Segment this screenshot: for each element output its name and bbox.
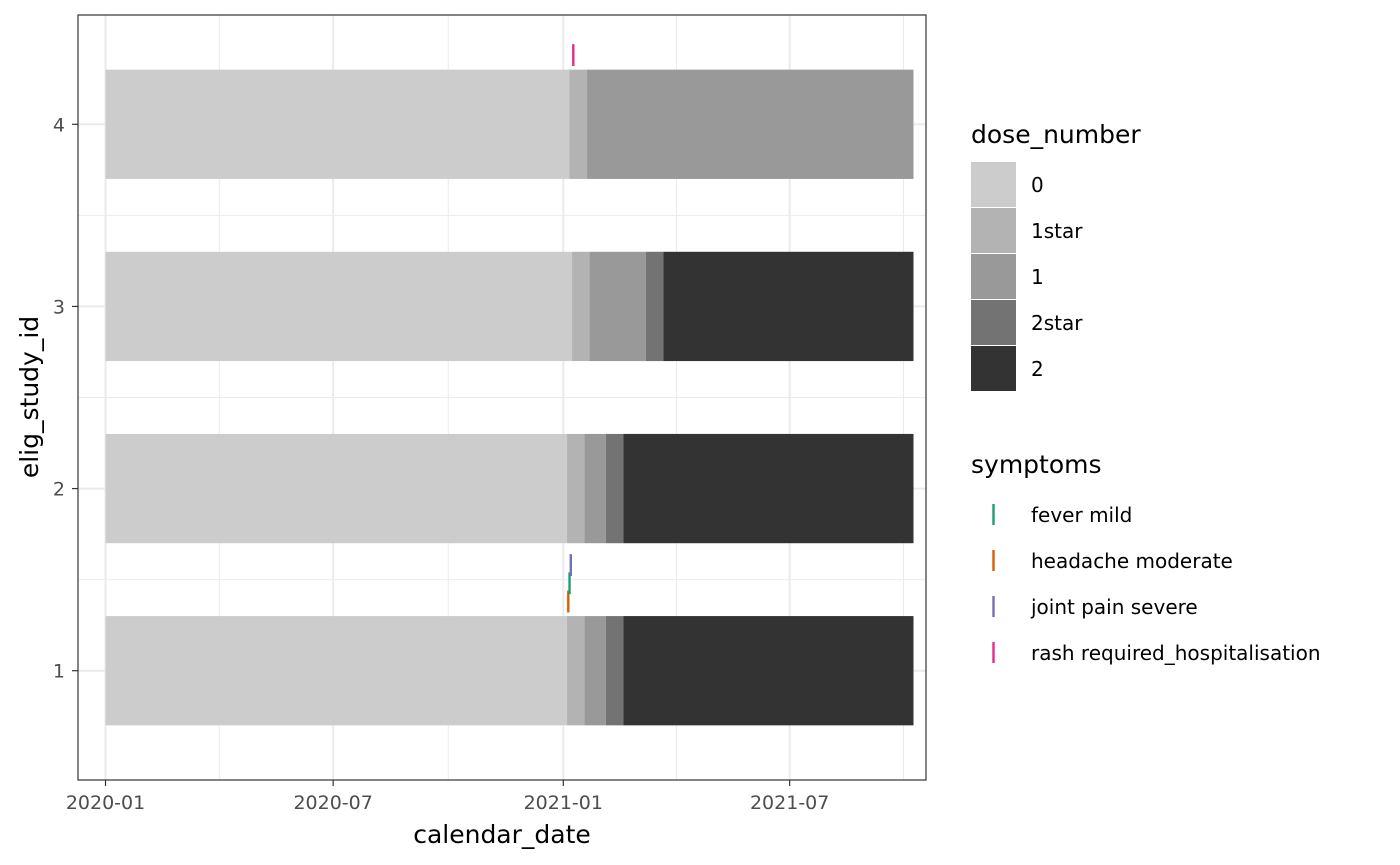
dose-bar-segment xyxy=(105,433,568,544)
symptom-legend-label: fever mild xyxy=(1031,503,1132,527)
dose-legend-label: 1star xyxy=(1031,219,1083,243)
dose-legend-key xyxy=(971,346,1016,391)
symptoms-legend-title: symptoms xyxy=(971,450,1102,479)
dose-bar-segment xyxy=(587,69,914,179)
symptom-legend-label: rash required_hospitalisation xyxy=(1031,641,1321,665)
dose-legend-key xyxy=(971,208,1016,253)
dose-bar-segment xyxy=(584,616,606,726)
symptom-marks xyxy=(567,44,575,613)
x-tick-label: 2020-07 xyxy=(293,792,372,814)
dose-legend-key xyxy=(971,300,1016,345)
dose-bar-segment xyxy=(605,433,624,544)
dose-bar-segment xyxy=(105,251,573,362)
dose-bar-segment xyxy=(623,433,914,544)
dose-bar-segment xyxy=(623,616,914,726)
y-axis-title: elig_study_id xyxy=(15,316,44,478)
plot-panel-border xyxy=(77,14,927,781)
dose-bar-segment xyxy=(645,251,664,362)
dose-bar-segment xyxy=(605,616,624,726)
y-tick-label: 3 xyxy=(53,296,65,318)
x-tick-label: 2021-07 xyxy=(750,792,829,814)
dose-bars xyxy=(105,69,914,726)
dose-legend-key xyxy=(971,254,1016,299)
dose-legend-title: dose_number xyxy=(971,120,1141,149)
x-tick-label: 2020-01 xyxy=(66,792,145,814)
dose-legend-label: 2 xyxy=(1031,357,1044,381)
x-axis-title: calendar_date xyxy=(413,820,591,849)
axes: 2020-01 2020-07 2021-01 2021-07 1 2 3 4 xyxy=(53,114,829,814)
symptoms-legend: symptoms fever mild headache moderate join… xyxy=(971,450,1321,665)
dose-bar-segment xyxy=(105,69,570,179)
dose-bar-segment xyxy=(584,433,606,544)
y-tick-label: 2 xyxy=(53,479,65,501)
dose-bar-segment xyxy=(663,251,914,362)
dose-legend-label: 0 xyxy=(1031,173,1044,197)
y-tick-label: 4 xyxy=(53,114,65,136)
dose-bar-segment xyxy=(105,616,568,726)
dose-bar-segment xyxy=(589,251,646,362)
dose-number-legend: dose_number 0 1star 1 2star 2 xyxy=(971,120,1141,391)
dose-bar-segment xyxy=(567,433,585,544)
symptom-legend-label: headache moderate xyxy=(1031,549,1233,573)
dose-bar-segment xyxy=(569,69,588,179)
dose-legend-label: 2star xyxy=(1031,311,1083,335)
x-tick-label: 2021-01 xyxy=(524,792,603,814)
y-tick-label: 1 xyxy=(53,661,65,683)
dose-bar-segment xyxy=(567,616,585,726)
dose-bar-segment xyxy=(572,251,590,362)
symptom-legend-label: joint pain severe xyxy=(1030,595,1198,619)
dose-legend-key xyxy=(971,162,1016,207)
dose-legend-label: 1 xyxy=(1031,265,1044,289)
